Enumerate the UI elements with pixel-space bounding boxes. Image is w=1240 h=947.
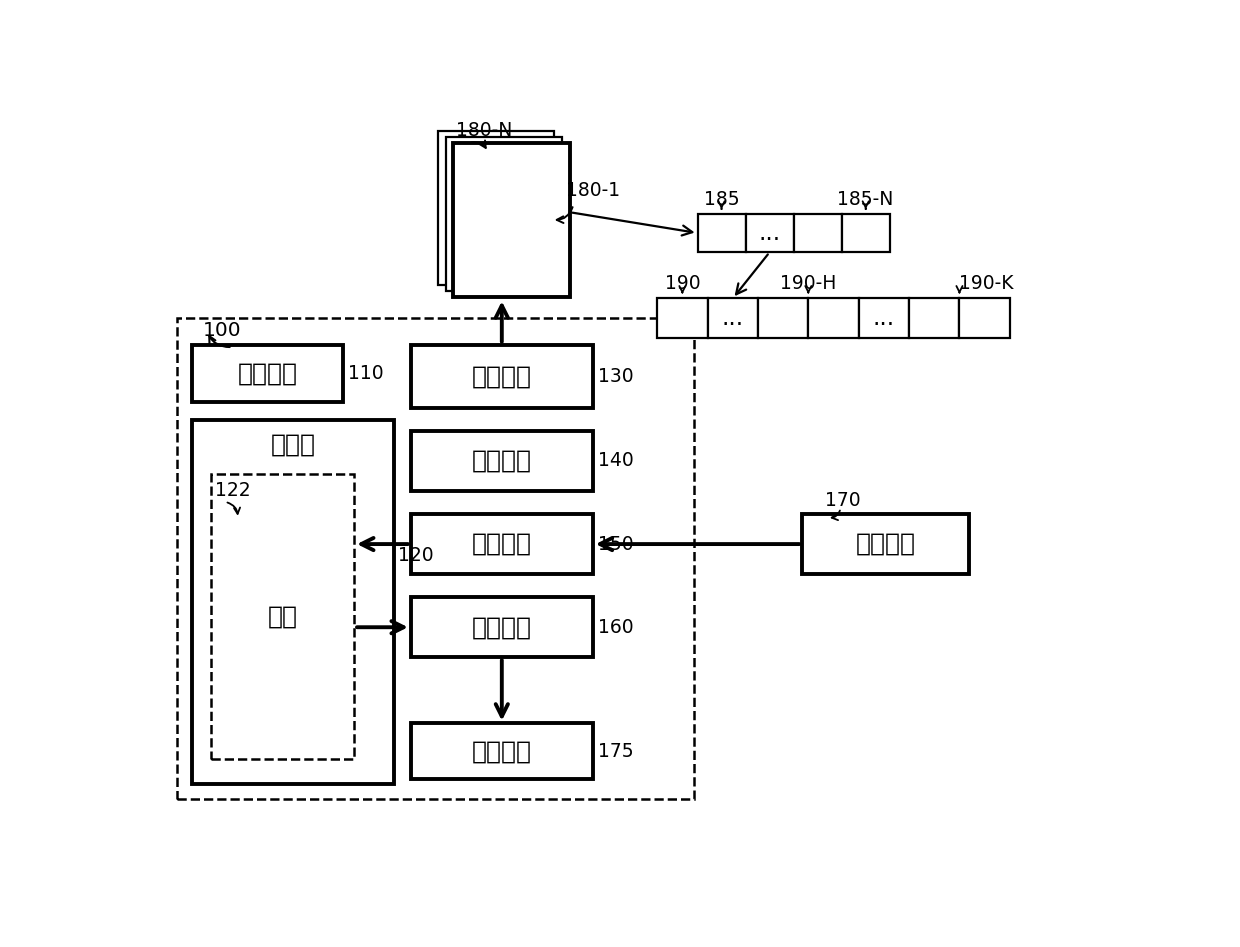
Bar <box>745 214 794 252</box>
Bar <box>794 214 842 252</box>
Text: 输入单元: 输入单元 <box>471 532 532 556</box>
Text: 160: 160 <box>598 617 634 636</box>
Bar <box>410 724 593 779</box>
Text: 100: 100 <box>203 321 242 340</box>
Text: 处理单元: 处理单元 <box>238 362 298 385</box>
Text: 输出单元: 输出单元 <box>471 616 532 639</box>
Text: 185: 185 <box>704 190 739 209</box>
Text: 存储器: 存储器 <box>270 433 315 456</box>
Text: 查询请求: 查询请求 <box>856 532 915 556</box>
Text: 查询结果: 查询结果 <box>471 740 532 763</box>
Bar <box>192 420 394 783</box>
Text: 150: 150 <box>598 534 634 554</box>
Bar <box>192 345 343 402</box>
Bar <box>657 298 708 338</box>
Bar <box>176 317 694 799</box>
Text: ...: ... <box>722 307 744 331</box>
Text: 110: 110 <box>348 364 383 383</box>
Text: 存储设备: 存储设备 <box>471 365 532 388</box>
Text: 模块: 模块 <box>268 604 298 629</box>
Text: 170: 170 <box>826 491 861 509</box>
Bar <box>842 214 889 252</box>
Bar <box>410 514 593 574</box>
Text: 175: 175 <box>598 742 634 760</box>
Text: ...: ... <box>759 221 781 245</box>
Bar <box>410 431 593 491</box>
Bar <box>697 214 745 252</box>
Text: 130: 130 <box>598 366 634 385</box>
Bar <box>758 298 808 338</box>
Text: 120: 120 <box>398 546 434 565</box>
Bar <box>438 132 554 285</box>
Bar <box>960 298 1009 338</box>
Text: 180-1: 180-1 <box>565 181 620 200</box>
Bar <box>445 136 562 291</box>
Text: 185-N: 185-N <box>837 190 894 209</box>
Bar <box>211 474 355 759</box>
Bar <box>708 298 758 338</box>
Bar <box>802 514 968 574</box>
Text: 190-H: 190-H <box>780 274 837 293</box>
Text: 180-N: 180-N <box>456 121 512 140</box>
Bar <box>454 143 569 297</box>
Bar <box>808 298 858 338</box>
Text: 190: 190 <box>665 274 701 293</box>
Text: 122: 122 <box>215 481 250 500</box>
Bar <box>909 298 960 338</box>
Bar <box>858 298 909 338</box>
Bar <box>410 345 593 408</box>
Text: 通信单元: 通信单元 <box>471 449 532 473</box>
Text: 190-K: 190-K <box>960 274 1014 293</box>
Text: ...: ... <box>873 307 895 331</box>
Bar <box>410 598 593 657</box>
Text: 140: 140 <box>598 452 634 471</box>
